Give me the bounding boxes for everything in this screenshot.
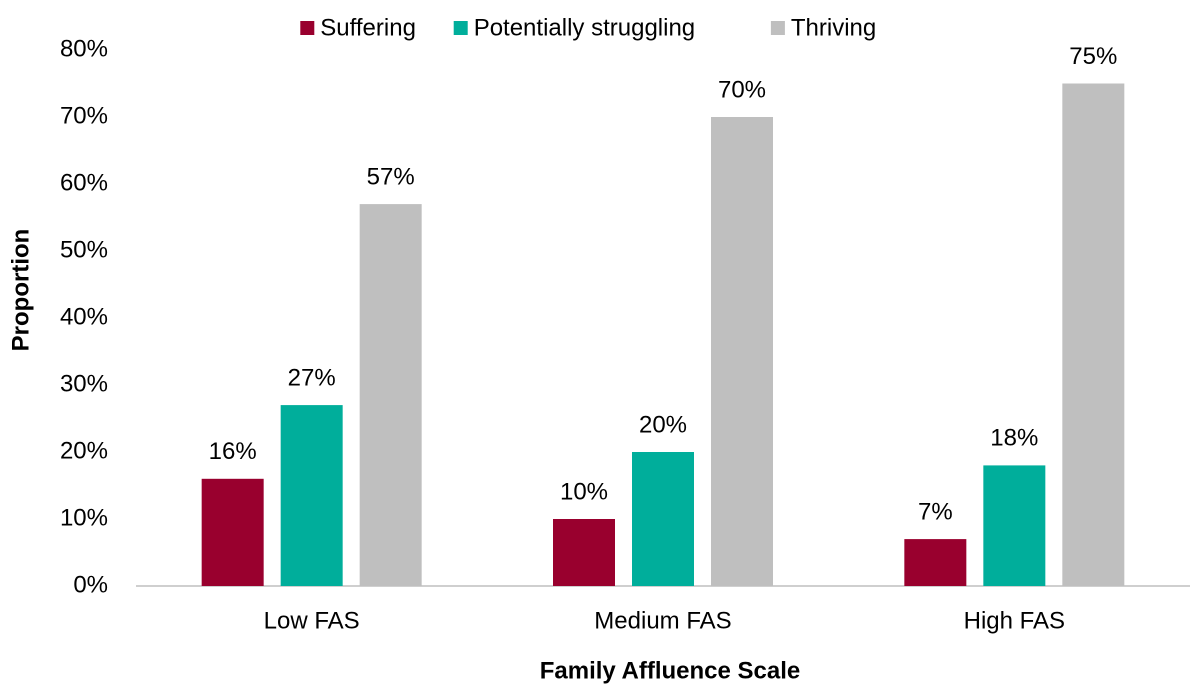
- bar: [904, 539, 967, 586]
- bar: [201, 478, 264, 586]
- data-label: 7%: [918, 498, 953, 525]
- data-label: 20%: [639, 411, 687, 438]
- legend-label: Suffering: [320, 14, 416, 41]
- data-label: 27%: [288, 364, 336, 391]
- y-tick-label: 0%: [73, 571, 108, 598]
- legend-label: Thriving: [791, 14, 876, 41]
- x-axis-title: Family Affluence Scale: [540, 657, 801, 684]
- data-label: 16%: [209, 438, 257, 465]
- bar: [711, 117, 773, 586]
- x-tick-label: Medium FAS: [594, 607, 731, 634]
- x-tick-label: Low FAS: [264, 607, 360, 634]
- y-tick-label: 10%: [60, 504, 108, 531]
- y-axis-title: Proportion: [7, 229, 34, 352]
- legend-swatch: [770, 21, 785, 35]
- y-tick-label: 80%: [60, 35, 108, 62]
- bar: [983, 465, 1046, 586]
- x-tick-label: High FAS: [964, 607, 1065, 634]
- legend-swatch: [300, 21, 315, 35]
- legend-label: Potentially struggling: [474, 14, 695, 41]
- data-label: 70%: [718, 76, 766, 103]
- bar: [632, 452, 694, 586]
- y-tick-label: 30%: [60, 370, 108, 397]
- y-tick-label: 20%: [60, 437, 108, 464]
- bar: [359, 204, 422, 586]
- y-tick-label: 40%: [60, 303, 108, 330]
- data-label: 18%: [990, 425, 1038, 452]
- y-tick-label: 60%: [60, 169, 108, 196]
- y-tick-label: 70%: [60, 102, 108, 129]
- data-label: 10%: [560, 478, 608, 505]
- bar: [1062, 83, 1125, 586]
- y-tick-label: 50%: [60, 236, 108, 263]
- bar: [553, 519, 615, 586]
- data-label: 57%: [367, 163, 415, 190]
- legend-swatch: [453, 21, 468, 35]
- data-label: 75%: [1069, 43, 1117, 70]
- bar: [280, 405, 343, 586]
